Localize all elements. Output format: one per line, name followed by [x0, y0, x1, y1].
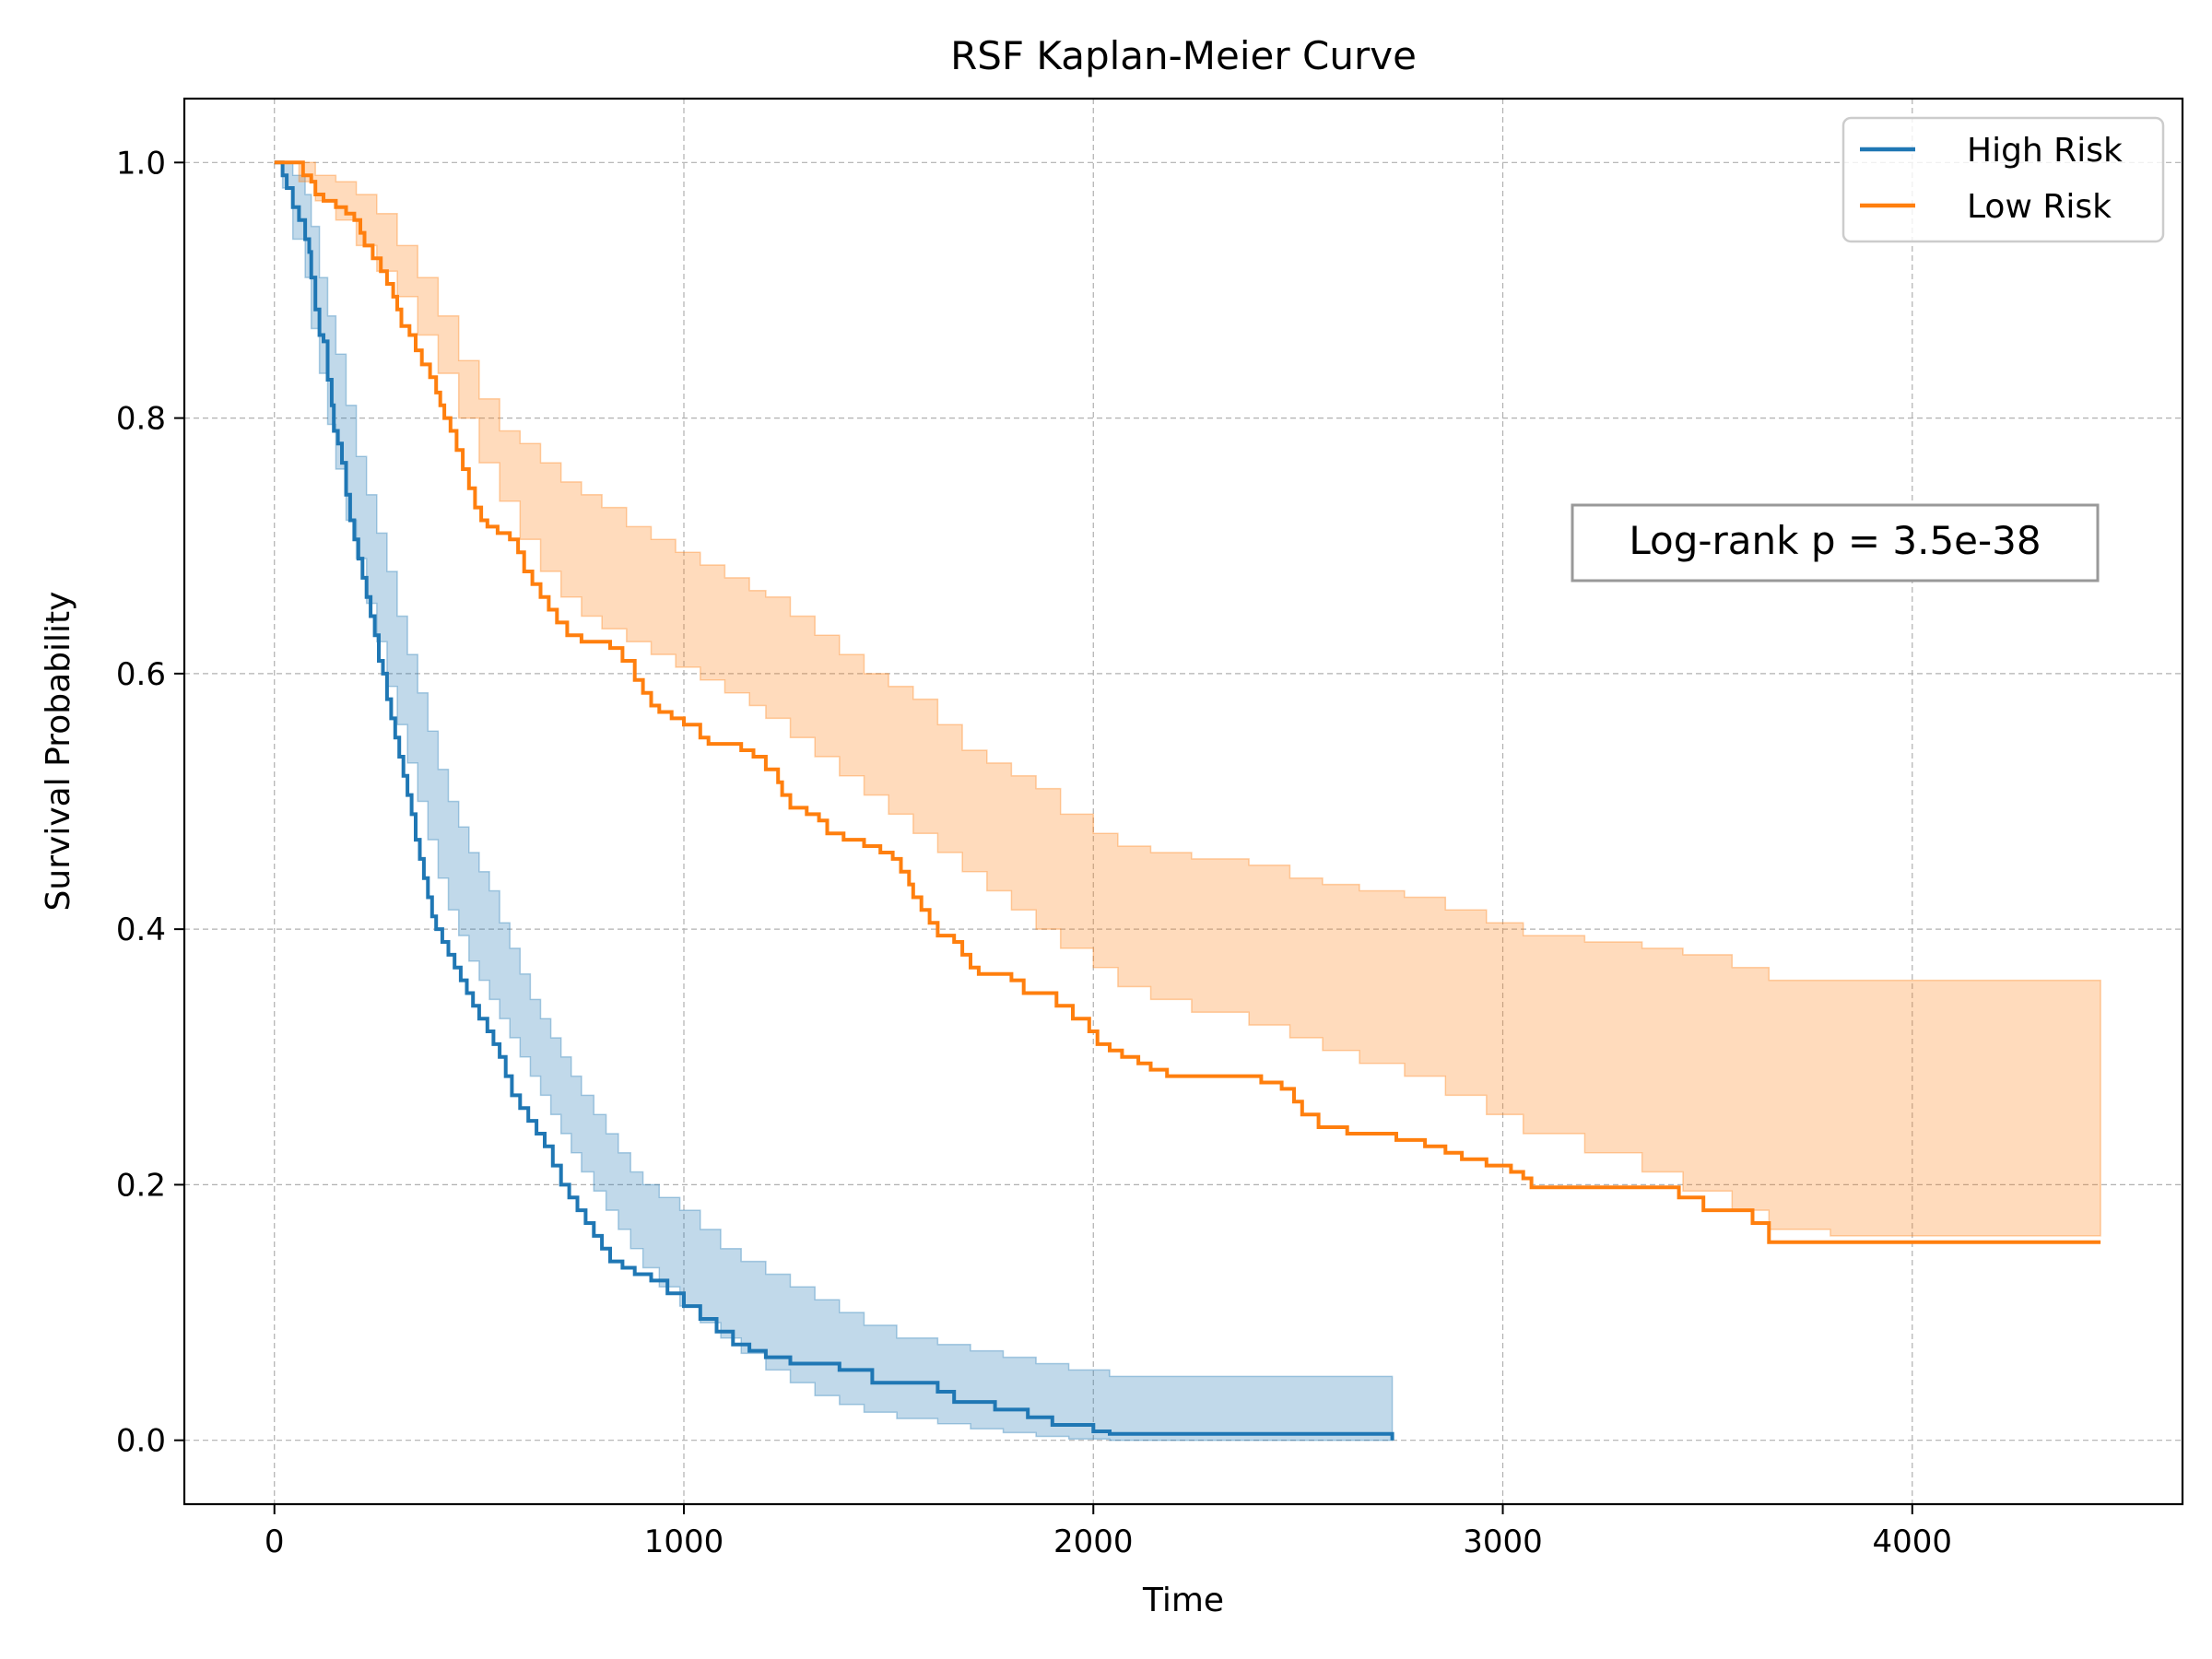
- annotation-box: [1571, 503, 2100, 582]
- x-tick-label: 2000: [1053, 1524, 1134, 1560]
- x-tick-label: 3000: [1463, 1524, 1543, 1560]
- survival-curves: [274, 160, 2101, 1441]
- x-axis-label: Time: [1142, 1582, 1224, 1619]
- ci-band-low-risk: [274, 161, 2101, 1237]
- legend-label-low-risk: Low Risk: [1967, 188, 2112, 226]
- y-tick-label: 0.6: [116, 656, 166, 693]
- chart-title: RSF Kaplan-Meier Curve: [950, 33, 1417, 78]
- legend-frame: [1841, 116, 2165, 243]
- y-tick-label: 0.2: [116, 1167, 166, 1204]
- legend: High Risk Low Risk: [1841, 116, 2165, 243]
- y-tick-label: 1.0: [116, 145, 166, 182]
- x-tick-label: 0: [265, 1524, 285, 1560]
- axis-ticks: 0 1000 2000 3000 4000 0.0 0.2 0.4 0.6 0.8 1.0: [116, 145, 1952, 1560]
- log-rank-annotation: Log-rank p = 3.5e-38: [1571, 503, 2100, 582]
- x-tick-label: 4000: [1873, 1524, 1953, 1560]
- y-tick-label: 0.0: [116, 1423, 166, 1460]
- curve-high-risk: [274, 160, 1394, 1441]
- annotation-text: Log-rank p = 3.5e-38: [1629, 518, 2041, 563]
- y-tick-label: 0.8: [116, 401, 166, 438]
- curve-low-risk: [274, 160, 2101, 1244]
- grid-lines: [184, 99, 2183, 1504]
- y-tick-label: 0.4: [116, 912, 166, 948]
- y-axis-label: Survival Probability: [40, 592, 77, 912]
- x-tick-label: 1000: [644, 1524, 724, 1560]
- legend-label-high-risk: High Risk: [1967, 132, 2123, 170]
- plot-area-frame: [182, 97, 2184, 1506]
